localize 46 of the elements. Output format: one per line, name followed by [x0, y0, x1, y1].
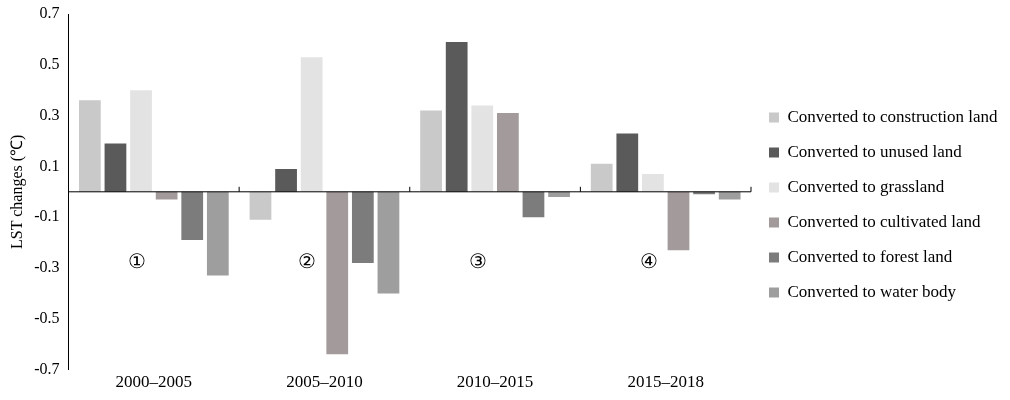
y-tick-label: -0.3 — [34, 258, 60, 276]
bar — [300, 57, 323, 192]
legend-label: Converted to construction land — [787, 106, 999, 126]
annotation: ④ — [639, 249, 658, 272]
bar — [104, 143, 127, 192]
x-tick-label: 2010–2015 — [456, 372, 534, 392]
bar — [642, 174, 664, 192]
bar — [616, 133, 639, 192]
annotation: ② — [298, 249, 317, 272]
legend-label: Converted to cultivated land — [787, 211, 982, 231]
bar — [590, 163, 613, 192]
bar — [181, 191, 204, 241]
bar — [275, 168, 297, 192]
y-tick-label: -0.1 — [34, 207, 60, 225]
x-tick-label: 2000–2005 — [115, 372, 193, 392]
bar — [718, 191, 741, 200]
bar — [206, 191, 229, 276]
bar — [326, 191, 349, 355]
bar — [522, 191, 545, 218]
y-tick-label: 0.5 — [39, 55, 60, 72]
bar — [351, 191, 374, 263]
bar — [420, 110, 442, 192]
bar — [130, 90, 152, 192]
y-tick-label: 0.7 — [39, 4, 60, 22]
x-tick-label: 2005–2010 — [286, 372, 363, 392]
bar — [471, 105, 494, 192]
y-tick-label: -0.7 — [34, 359, 60, 377]
y-tick-label: 0.1 — [39, 156, 60, 174]
bar — [445, 41, 468, 192]
bar — [496, 113, 519, 192]
bar — [249, 191, 272, 220]
bar — [377, 191, 400, 294]
legend-label: Converted to water body — [787, 281, 957, 301]
y-tick-label: -0.5 — [34, 309, 60, 326]
legend-label: Converted to unused land — [787, 141, 963, 161]
legend-label: Converted to grassland — [787, 176, 945, 196]
x-tick-label: 2015–2018 — [627, 372, 704, 392]
legend-label: Converted to forest land — [787, 246, 953, 266]
annotation: ③ — [469, 249, 488, 272]
y-axis-title: LST changes (℃) — [7, 134, 26, 249]
y-tick-label: 0.3 — [39, 105, 60, 123]
bar — [548, 191, 570, 197]
bar — [78, 100, 101, 192]
bar — [667, 191, 690, 251]
annotation: ① — [127, 249, 146, 272]
bar — [155, 191, 178, 200]
